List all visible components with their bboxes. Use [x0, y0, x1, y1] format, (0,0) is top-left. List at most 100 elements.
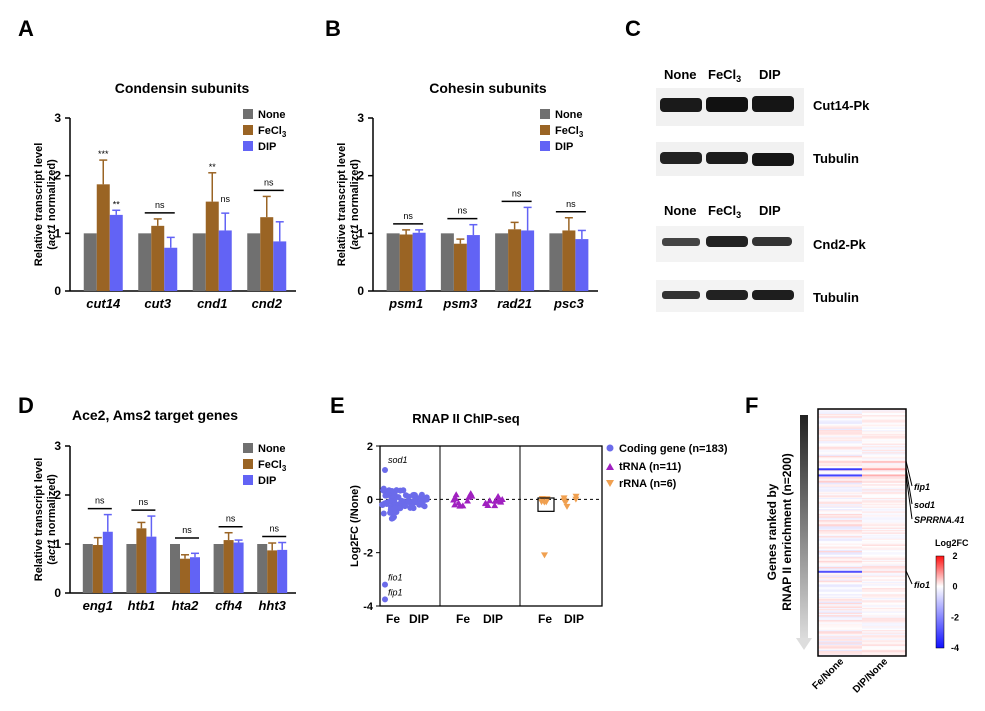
bar	[260, 217, 274, 291]
heatmap-cell	[818, 439, 862, 442]
heatmap-cell	[818, 614, 862, 616]
heatmap-cell	[862, 538, 906, 541]
heatmap-cell	[862, 462, 906, 464]
heatmap-cell	[862, 481, 906, 484]
band-tubulin2-fecl3	[706, 290, 748, 300]
heatmap-cell	[862, 615, 906, 617]
data-point	[491, 502, 499, 509]
band-cut14-fecl3	[706, 97, 748, 112]
heatmap-cell	[862, 599, 906, 601]
heatmap-cell	[862, 602, 906, 605]
heatmap-cell	[818, 488, 862, 490]
heatmap-cell	[818, 552, 862, 554]
heatmap-cell	[818, 652, 862, 654]
data-point	[380, 485, 387, 492]
heatmap-cell	[818, 521, 862, 523]
bar	[267, 550, 278, 593]
heatmap-cell	[862, 523, 906, 526]
x-category-label: hta2	[172, 598, 200, 613]
heatmap-cell	[818, 447, 862, 449]
heatmap-cell	[818, 590, 862, 593]
band-cnd2-none	[662, 238, 700, 246]
heatmap-cell	[818, 616, 862, 619]
heatmap-cell	[818, 542, 862, 544]
heatmap-cell	[818, 563, 862, 565]
lane-label-dip-2: DIP	[759, 203, 781, 218]
panel-letter-b: B	[325, 16, 341, 41]
bar	[213, 544, 224, 593]
bar	[257, 544, 268, 593]
heatmap-cell	[818, 518, 862, 521]
data-point	[451, 501, 459, 508]
legend-sub: 3	[282, 464, 287, 473]
heatmap-cell	[818, 485, 862, 488]
heatmap-cell	[818, 586, 862, 589]
heatmap-cell	[818, 491, 862, 494]
heatmap-cell	[818, 417, 862, 420]
bar	[180, 558, 190, 593]
heatmap-cell	[818, 507, 862, 510]
heatmap-cell	[818, 431, 862, 433]
heatmap-cell	[862, 418, 906, 421]
heatmap-cell	[818, 536, 862, 538]
legend-swatch	[243, 443, 253, 453]
x-category-label: cfh4	[215, 598, 243, 613]
bar	[96, 184, 110, 291]
heatmap-cell	[862, 504, 906, 506]
bar	[126, 544, 137, 593]
heatmap-cell	[862, 518, 906, 521]
bar	[164, 247, 178, 291]
chart-title: Ace2, Ams2 target genes	[72, 407, 238, 423]
heatmap-cell	[818, 631, 862, 633]
band-tubulin2-dip	[752, 290, 794, 300]
heatmap-cell	[818, 627, 862, 630]
heatmap-cell	[862, 436, 906, 438]
heatmap-cell	[818, 469, 862, 472]
heatmap-cell	[818, 437, 862, 439]
x-category-label: cut3	[144, 296, 172, 311]
heatmap-cell	[862, 525, 906, 527]
heatmap-cell	[818, 583, 862, 585]
heatmap-cell	[862, 583, 906, 585]
band-cnd2-fecl3	[706, 236, 748, 247]
heatmap-cell	[818, 573, 862, 575]
data-point	[560, 495, 568, 502]
heatmap-cell	[818, 465, 862, 468]
bar	[82, 544, 93, 593]
heatmap-cell	[862, 620, 906, 622]
heatmap-cell	[862, 473, 906, 475]
y-label-open: (	[46, 246, 58, 250]
heatmap-cell	[818, 527, 862, 530]
heatmap-cell	[862, 568, 906, 570]
heatmap-cell	[818, 427, 862, 430]
band-tubulin1-fecl3	[706, 152, 748, 164]
heatmap-cell	[818, 512, 862, 515]
heatmap-cell	[818, 596, 862, 599]
point-label: fip1	[388, 587, 403, 597]
legend-label: FeCl3	[258, 125, 287, 139]
heatmap-cell	[862, 488, 906, 490]
heatmap-cell	[862, 465, 906, 468]
y-tick-label: 0	[54, 284, 61, 298]
heatmap-cell	[818, 434, 862, 437]
heatmap-cell	[818, 644, 862, 647]
bar	[151, 225, 165, 291]
heatmap-cell	[862, 564, 906, 567]
y-tick-label: 1	[357, 226, 364, 240]
heatmap-cell	[862, 455, 906, 458]
x-category-label: psm3	[442, 296, 478, 311]
gene-leader	[905, 460, 913, 487]
lane-label-fecl3-2: FeCl3	[708, 203, 741, 220]
heatmap-cell	[818, 605, 862, 607]
data-point	[542, 499, 550, 506]
heatmap-cell	[818, 568, 862, 570]
heatmap-cell	[862, 612, 906, 615]
x-group-label: Fe	[456, 612, 470, 626]
heatmap-cell	[818, 622, 862, 625]
heatmap-cell	[818, 463, 862, 465]
ns-label: ns	[269, 524, 279, 534]
y-tick-label: 3	[357, 111, 364, 125]
heatmap-cell	[862, 483, 906, 485]
heatmap-cell	[818, 438, 862, 441]
gene-label: fio1	[914, 580, 930, 590]
